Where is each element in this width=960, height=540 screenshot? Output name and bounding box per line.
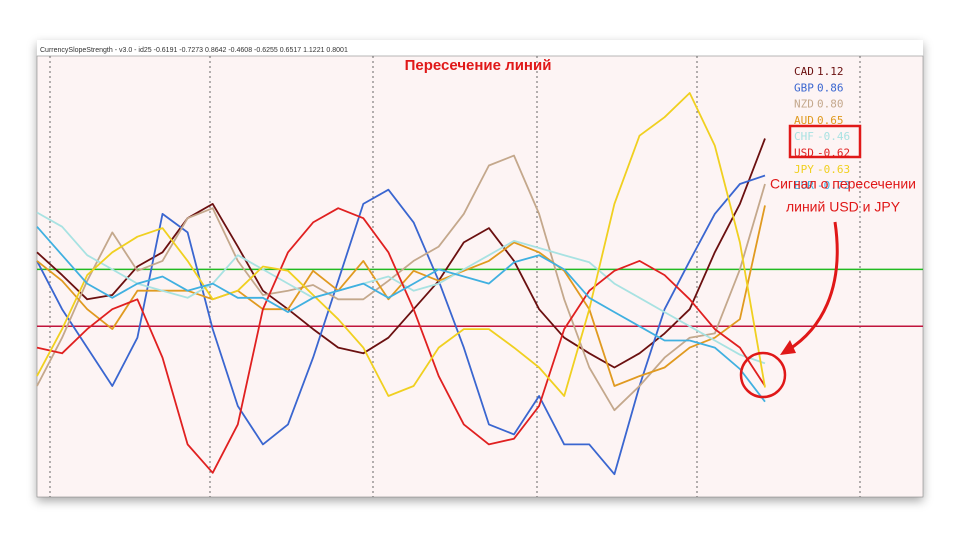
- legend-name: CHF: [794, 130, 814, 143]
- legend-name: GBP: [794, 81, 814, 94]
- legend-name: CAD: [794, 65, 814, 78]
- series-line: [36, 211, 766, 365]
- lines: [36, 92, 923, 476]
- series-line: [36, 207, 766, 474]
- legend-value: 0.65: [817, 114, 844, 127]
- legend-value: 0.86: [817, 81, 844, 94]
- arrow: [787, 221, 839, 352]
- plot-area: [36, 55, 924, 498]
- highlight-circle: [739, 351, 787, 399]
- annotation: Сигнал о пересечении: [770, 176, 916, 192]
- series-line: [36, 174, 766, 476]
- legend-value: -0.73: [817, 179, 850, 192]
- legend-value: 0.80: [817, 98, 844, 111]
- arrow-head: [780, 340, 796, 355]
- series-line: [36, 154, 766, 412]
- legend-value: 1.12: [817, 65, 844, 78]
- chart-title: Пересечение линий: [405, 57, 552, 74]
- series-line: [36, 205, 766, 387]
- legend-name: EUR: [794, 179, 814, 192]
- legend-name: AUD: [794, 114, 814, 127]
- legend-name: NZD: [794, 98, 814, 111]
- series-line: [36, 138, 766, 369]
- legend-name: JPY: [794, 163, 814, 176]
- legend-value: -0.63: [817, 163, 850, 176]
- annotation: линий USD и JPY: [786, 199, 901, 215]
- legend-value: -0.46: [817, 130, 850, 143]
- series-line: [36, 226, 766, 403]
- highlight-box: [788, 124, 862, 159]
- series-line: [36, 92, 766, 397]
- indicator-header: CurrencySlopeStrength - v3.0 - id25 -0.6…: [40, 47, 348, 54]
